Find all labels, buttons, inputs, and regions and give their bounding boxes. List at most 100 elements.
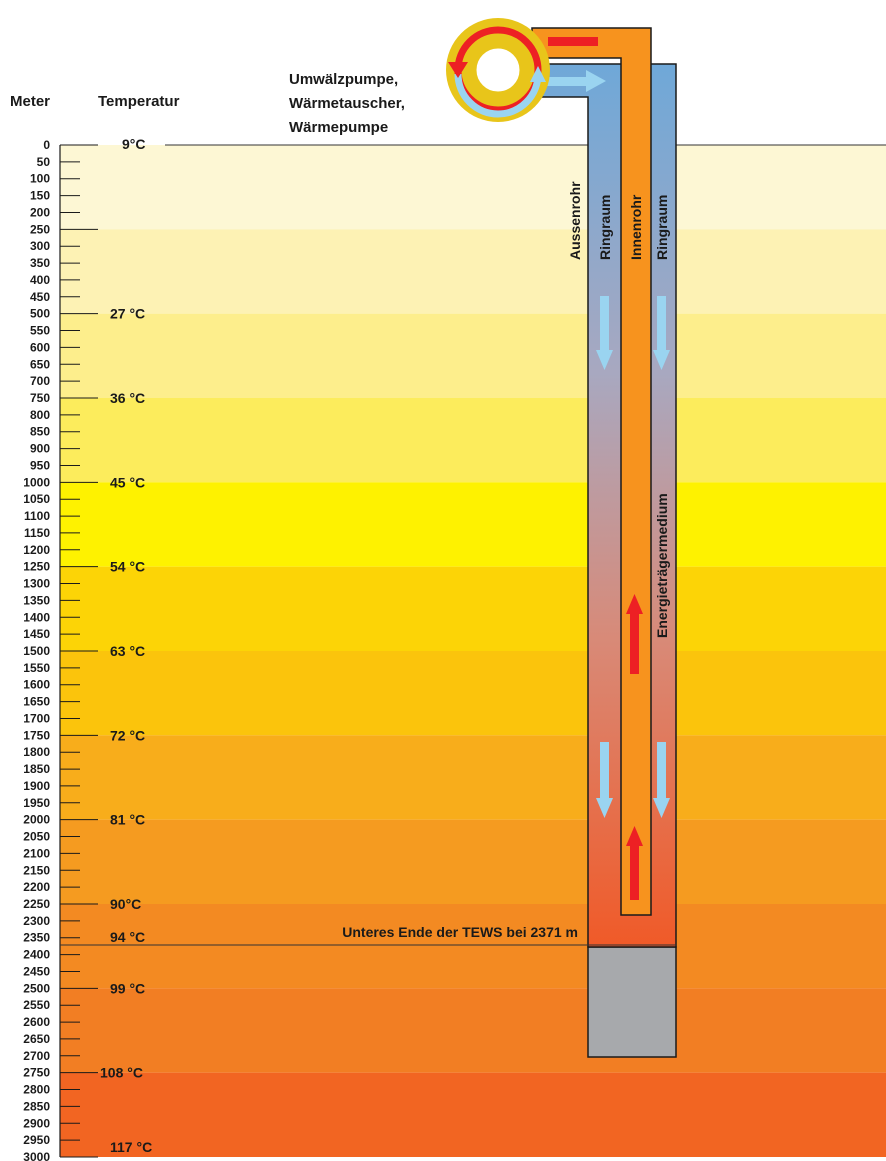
- temperature-label: 99 °C: [110, 980, 145, 996]
- scale-label: 150: [30, 189, 50, 203]
- temperature-label: 27 °C: [110, 306, 145, 322]
- tews-end-label: Unteres Ende der TEWS bei 2371 m: [342, 924, 578, 940]
- scale-label: 450: [30, 290, 50, 304]
- scale-label: 2450: [23, 964, 50, 978]
- meter-header: Meter: [10, 93, 50, 110]
- layer-band: [60, 482, 886, 567]
- layer-band: [60, 904, 886, 989]
- ringraum-right-label: Ringraum: [654, 195, 670, 260]
- scale-label: 250: [30, 222, 50, 236]
- flow-arrows: [546, 37, 670, 900]
- scale-label: 2600: [23, 1015, 50, 1029]
- temperature-labels: 9°C 27 °C 36 °C 45 °C 54 °C 63 °C 72 °C 81 °C 90…: [100, 136, 152, 1155]
- scale-label: 1900: [23, 779, 50, 793]
- layer-band: [60, 988, 886, 1073]
- layer-band: [60, 145, 886, 230]
- layer-band: [60, 735, 886, 820]
- scale-label: 50: [37, 155, 51, 169]
- temperatur-header: Temperatur: [98, 93, 180, 110]
- scale-label: 1850: [23, 762, 50, 776]
- scale-label: 700: [30, 374, 50, 388]
- scale-label: 550: [30, 324, 50, 338]
- up-arrow-lower: [626, 826, 643, 900]
- layer-band: [60, 819, 886, 904]
- temperature-label: 45 °C: [110, 474, 145, 490]
- scale-label: 1700: [23, 711, 50, 725]
- scale-label: 1800: [23, 745, 50, 759]
- scale-label: 2100: [23, 846, 50, 860]
- scale-label: 2300: [23, 914, 50, 928]
- layer-band: [60, 229, 886, 314]
- scale-label: 600: [30, 340, 50, 354]
- scale-label: 2350: [23, 931, 50, 945]
- scale-label: 2000: [23, 813, 50, 827]
- temperature-label: 90°C: [110, 896, 141, 912]
- casing-bottom: [587, 946, 677, 1058]
- depth-scale: 0 50 100 150 200 250 300 350 400 450 500 550 600 650 7…: [23, 138, 98, 1161]
- scale-label: 0: [43, 138, 50, 152]
- scale-label: 200: [30, 205, 50, 219]
- layer-band: [60, 651, 886, 736]
- temperature-label: 94 °C: [110, 929, 145, 945]
- pump-label-line-2: Wärmetauscher,: [289, 95, 405, 112]
- scale-label: 2800: [23, 1083, 50, 1097]
- pump-icon: [446, 18, 550, 122]
- down-arrow-left-upper: [596, 296, 613, 370]
- temperature-label: 117 °C: [110, 1139, 152, 1155]
- scale-label: 1400: [23, 610, 50, 624]
- scale-label: 850: [30, 425, 50, 439]
- scale-label: 1000: [23, 475, 50, 489]
- temperature-label: 54 °C: [110, 559, 145, 575]
- scale-label: 3000: [23, 1150, 50, 1161]
- temperature-label: 9°C: [122, 136, 146, 152]
- scale-label: 1200: [23, 543, 50, 557]
- scale-label: 1550: [23, 661, 50, 675]
- ringraum-left-label: Ringraum: [597, 195, 613, 260]
- temperature-label: 108 °C: [100, 1065, 143, 1081]
- scale-label: 1950: [23, 796, 50, 810]
- temperature-layers: [60, 145, 886, 1157]
- temperature-label: 63 °C: [110, 643, 145, 659]
- layer-band: [60, 313, 886, 398]
- scale-label: 1450: [23, 627, 50, 641]
- scale-label: 2050: [23, 830, 50, 844]
- scale-label: 1350: [23, 593, 50, 607]
- layer-band: [60, 398, 886, 483]
- scale-label: 1600: [23, 678, 50, 692]
- scale-label: 750: [30, 391, 50, 405]
- scale-label: 2850: [23, 1099, 50, 1113]
- scale-label: 1650: [23, 695, 50, 709]
- scale-label: 900: [30, 442, 50, 456]
- pump-label-line-1: Umwälzpumpe,: [289, 71, 398, 88]
- scale-label: 2700: [23, 1049, 50, 1063]
- scale-label: 1300: [23, 577, 50, 591]
- scale-label: 300: [30, 239, 50, 253]
- hot-return-arrow: [548, 37, 598, 46]
- scale-label: 1100: [24, 509, 50, 523]
- down-arrow-left-lower: [596, 742, 613, 818]
- scale-label: 100: [30, 172, 50, 186]
- innenrohr-label: Innenrohr: [628, 194, 644, 260]
- scale-label: 2200: [23, 880, 50, 894]
- scale-label: 1750: [23, 728, 50, 742]
- pump-label-line-3: Wärmepumpe: [289, 119, 388, 136]
- scale-label: 950: [30, 458, 50, 472]
- layer-band: [60, 566, 886, 651]
- scale-label: 2500: [23, 981, 50, 995]
- scale-label: 2650: [23, 1032, 50, 1046]
- scale-label: 1500: [23, 644, 50, 658]
- scale-label: 1050: [23, 492, 50, 506]
- scale-label: 2750: [23, 1066, 50, 1080]
- medium-label: Energieträgermedium: [654, 493, 670, 638]
- scale-label: 2400: [23, 948, 50, 962]
- temperature-label: 81 °C: [110, 812, 145, 828]
- scale-label: 2250: [23, 897, 50, 911]
- scale-label: 2900: [23, 1116, 50, 1130]
- scale-label: 2150: [23, 863, 50, 877]
- layer-band: [60, 1072, 886, 1157]
- scale-label: 400: [30, 273, 50, 287]
- scale-label: 350: [30, 256, 50, 270]
- temperature-label: 36 °C: [110, 390, 145, 406]
- scale-label: 1250: [23, 560, 50, 574]
